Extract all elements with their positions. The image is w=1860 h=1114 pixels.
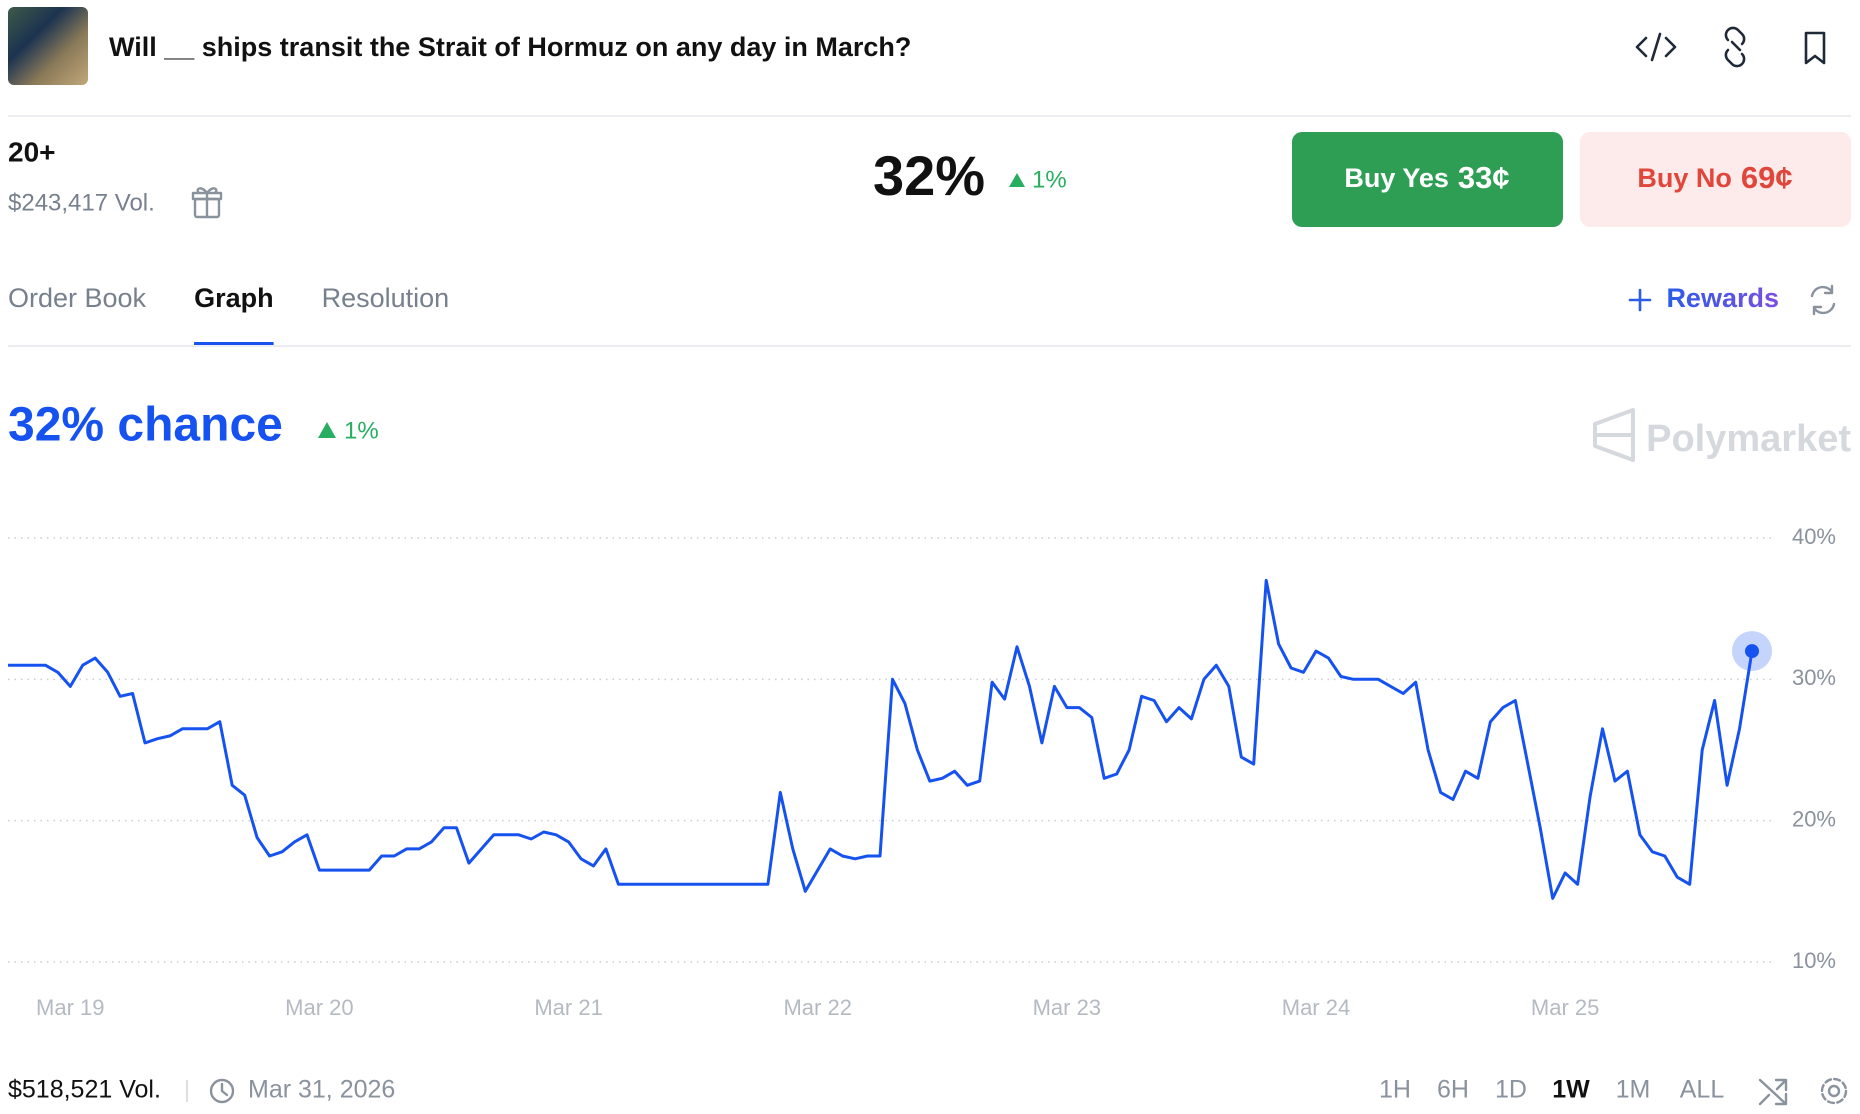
shuffle-icon[interactable] [1758, 1078, 1788, 1106]
y-tick-label: 10% [1792, 948, 1836, 973]
change-arrow [1009, 173, 1025, 187]
settings-icon[interactable] [1820, 1077, 1848, 1105]
bookmark-icon[interactable] [1804, 31, 1826, 65]
x-tick-label: Mar 19 [36, 995, 104, 1020]
link-icon[interactable] [1724, 26, 1746, 68]
refresh-icon[interactable] [1810, 284, 1836, 316]
buy-no-price: 69¢ [1741, 160, 1793, 195]
chart-title: 32% chance [8, 399, 283, 452]
buy-yes-label: Buy Yes [1344, 163, 1449, 193]
buy-yes-background [1292, 132, 1563, 227]
market-thumbnail [8, 7, 88, 85]
buy-no-button[interactable]: Buy No 69¢ [1580, 132, 1851, 227]
y-tick-label: 20% [1792, 806, 1836, 831]
x-tick-label: Mar 25 [1531, 995, 1599, 1020]
price-chart: 10% 20% 30% 40% Mar 19 Mar 20 Mar 21 Mar 22 Mar … [8, 524, 1836, 1020]
x-tick-label: Mar 20 [285, 995, 353, 1020]
range-selector: 1H 6H 1D 1W 1M ALL [1379, 1076, 1724, 1104]
last-point [1745, 644, 1759, 659]
x-tick-label: Mar 24 [1282, 995, 1350, 1020]
x-tick-label: Mar 21 [534, 995, 602, 1020]
rewards-plus[interactable] [1628, 288, 1652, 312]
watermark-logo [1593, 408, 1635, 462]
probability: 32% [873, 144, 985, 207]
range-option[interactable]: 6H [1437, 1076, 1469, 1104]
watermark: Polymarket [1646, 418, 1851, 460]
tab-underline [194, 342, 274, 345]
tab[interactable]: Graph [194, 283, 274, 313]
rewards-link[interactable]: Rewards [1666, 283, 1779, 313]
range-option[interactable]: ALL [1680, 1076, 1725, 1104]
price-line [8, 578, 1754, 900]
range-option[interactable]: 1W [1552, 1076, 1590, 1104]
total-volume: $518,521 Vol. [8, 1076, 161, 1104]
embed-icon[interactable] [1635, 32, 1677, 62]
probability-change: 1% [1032, 166, 1067, 193]
x-tick-label: Mar 23 [1033, 995, 1101, 1020]
market-volume: $243,417 Vol. [8, 189, 155, 216]
outcome-label: 20+ [8, 136, 56, 167]
end-date: Mar 31, 2026 [248, 1076, 395, 1104]
buy-yes-price: 33¢ [1458, 160, 1510, 195]
clock-icon [209, 1078, 235, 1104]
buy-yes-button[interactable]: Buy Yes 33¢ [1292, 132, 1563, 227]
x-tick-label: Mar 22 [783, 995, 851, 1020]
tab[interactable]: Resolution [322, 283, 450, 313]
buy-no-text: Buy No 69¢ [1637, 160, 1792, 195]
gift-icon[interactable] [191, 187, 223, 219]
range-option[interactable]: 1M [1616, 1076, 1651, 1104]
y-tick-label: 40% [1792, 524, 1836, 549]
tab[interactable]: Order Book [8, 283, 147, 313]
change-arrow [318, 422, 336, 438]
chart-change: 1% [344, 417, 379, 444]
range-option[interactable]: 1H [1379, 1076, 1411, 1104]
y-tick-label: 30% [1792, 665, 1836, 690]
buy-yes-text: Buy Yes 33¢ [1344, 160, 1509, 195]
buy-no-background [1580, 132, 1851, 227]
market-title: Will __ ships transit the Strait of Horm… [109, 32, 911, 62]
buy-no-label: Buy No [1637, 163, 1732, 193]
range-option[interactable]: 1D [1495, 1076, 1527, 1104]
tab-bar: Order Book Graph Resolution [8, 283, 449, 345]
